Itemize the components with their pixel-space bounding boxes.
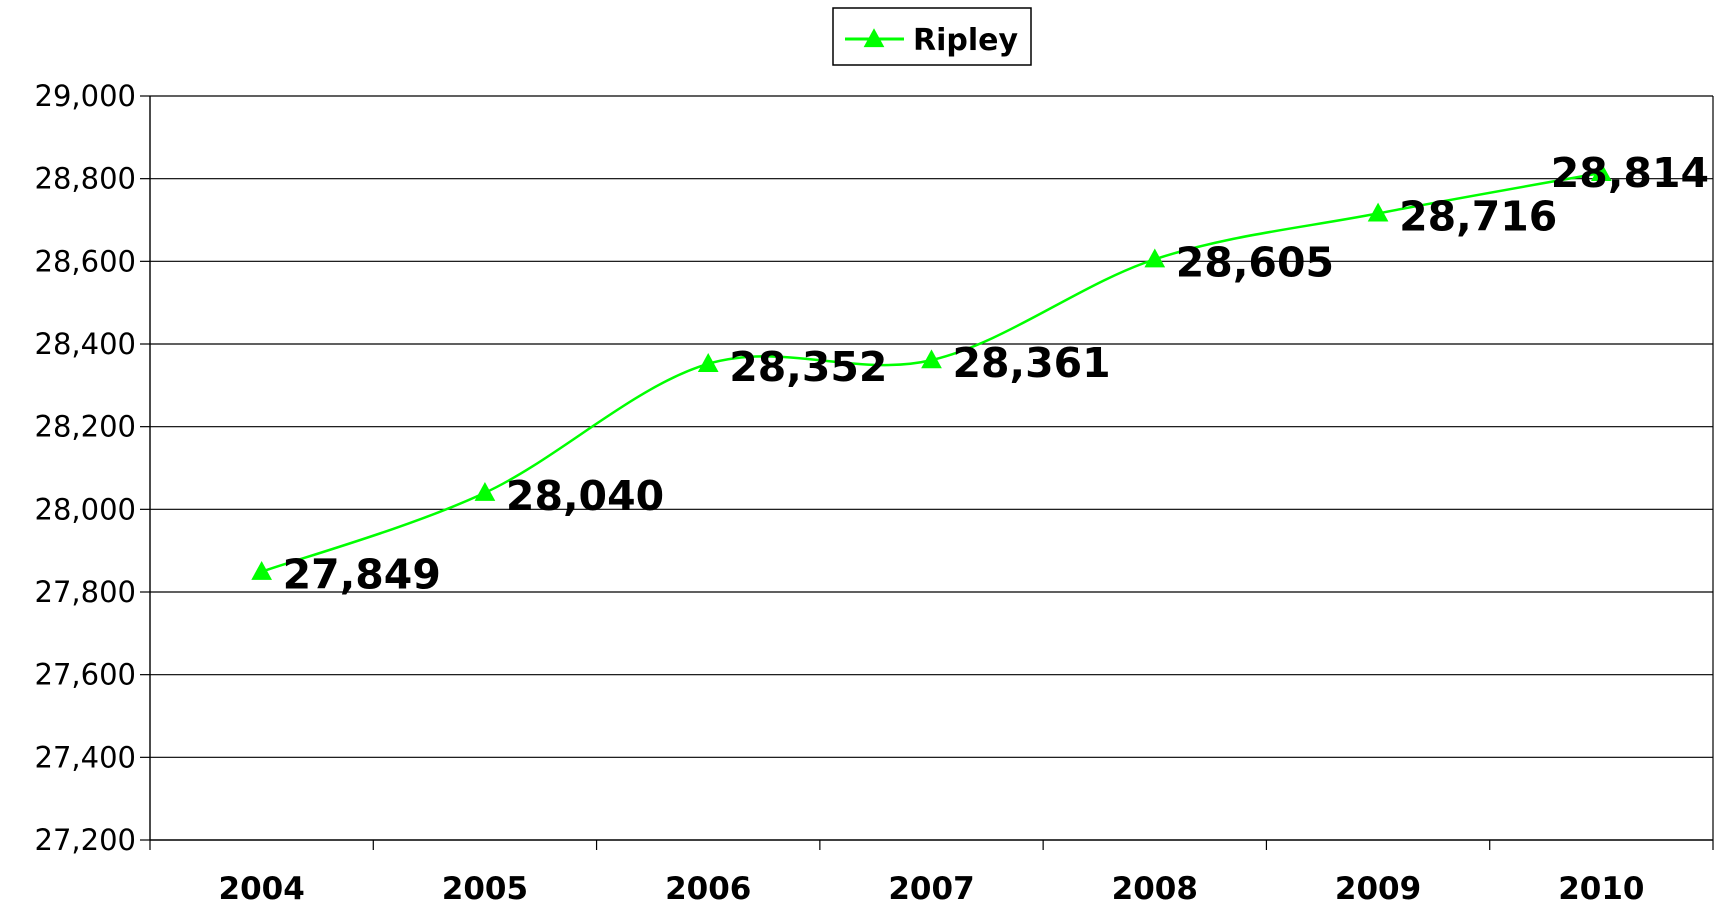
axes <box>140 95 1714 850</box>
y-tick-label: 27,400 <box>35 740 136 774</box>
legend-triangle-marker <box>863 28 885 48</box>
data-point-marker <box>921 349 942 369</box>
data-label: 28,716 <box>1399 192 1557 240</box>
x-tick-label: 2008 <box>1112 871 1198 907</box>
x-tick-label: 2007 <box>888 871 974 907</box>
y-tick-label: 28,200 <box>35 410 136 444</box>
data-label: 28,814 <box>1551 149 1709 197</box>
y-tick-label: 27,800 <box>35 575 136 609</box>
x-axis-tick-labels: 2004 2005 2006 2007 2008 2009 2010 <box>219 871 1645 907</box>
y-tick-label: 28,400 <box>35 327 136 361</box>
y-tick-label: 27,600 <box>35 658 136 692</box>
data-point-marker <box>1367 202 1389 222</box>
y-tick-label: 28,800 <box>35 162 136 196</box>
x-tick-label: 2009 <box>1335 871 1421 907</box>
y-tick-label: 29,000 <box>35 79 136 113</box>
y-tick-label: 28,000 <box>35 492 136 526</box>
legend-box <box>832 7 1032 66</box>
data-point-marker <box>1591 162 1612 181</box>
data-label: 27,849 <box>283 551 441 599</box>
data-labels: 27,849 28,040 28,352 28,361 28,605 28,71628,8… <box>283 149 1709 599</box>
data-label: 28,361 <box>953 339 1111 387</box>
y-tick-label: 28,600 <box>35 244 136 278</box>
data-point-marker <box>697 353 719 372</box>
data-label: 28,352 <box>729 343 887 391</box>
legend-label-ripley: Ripley <box>913 23 1018 58</box>
x-tick-label: 2010 <box>1558 871 1644 907</box>
data-point-marker <box>474 482 496 501</box>
data-point-marker <box>1144 248 1166 268</box>
x-tick-label: 2006 <box>665 871 751 907</box>
x-tick-label: 2005 <box>442 871 528 907</box>
data-label: 28,040 <box>506 472 664 520</box>
data-markers <box>251 162 1612 580</box>
legend: Ripley <box>832 7 1032 66</box>
x-tick-label: 2004 <box>219 871 305 907</box>
data-label: 28,605 <box>1176 238 1334 286</box>
gridlines <box>150 95 1713 758</box>
y-axis-tick-labels: 27,200 27,400 27,600 27,800 28,000 28,200 28,4… <box>35 79 136 857</box>
data-point-marker <box>251 560 272 580</box>
y-tick-label: 27,200 <box>35 823 136 857</box>
